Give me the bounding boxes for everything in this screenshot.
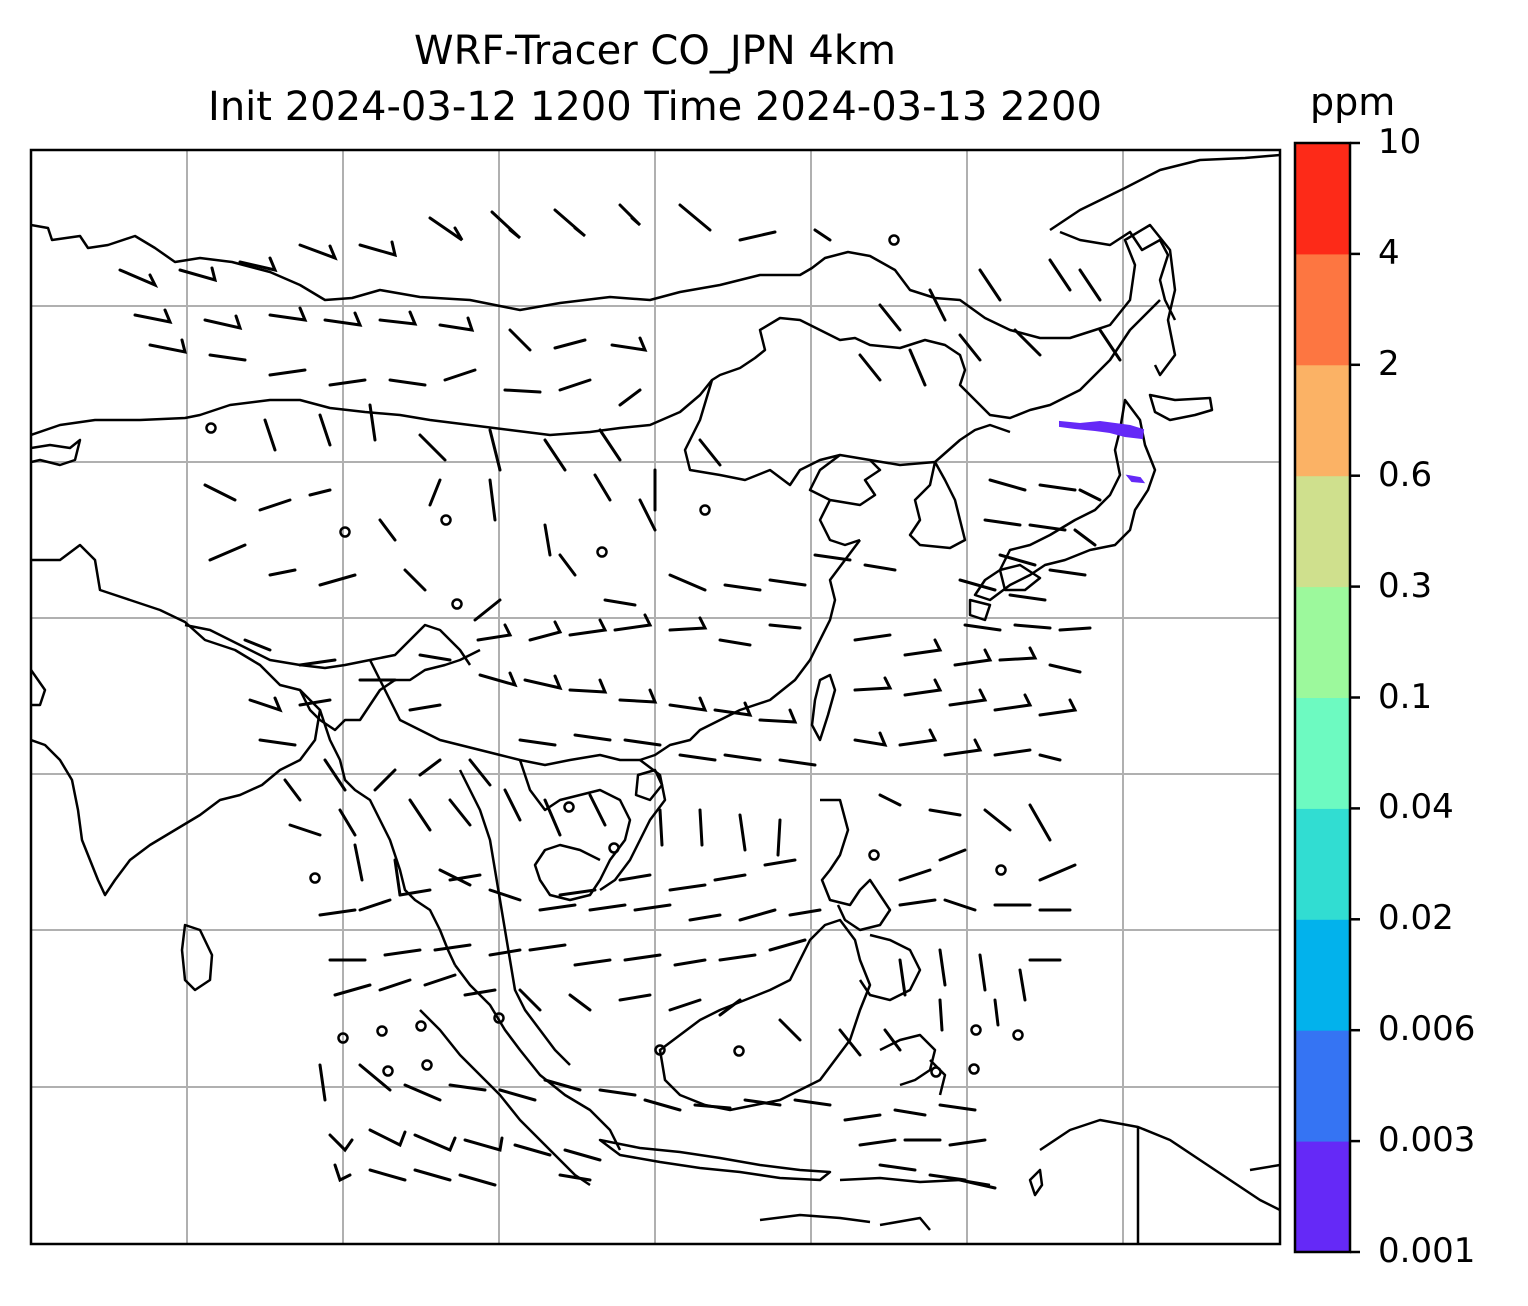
colorbar-unit-label: ppm xyxy=(1310,80,1396,124)
graticule xyxy=(31,150,1280,1244)
colorbar-tick-label: 0.02 xyxy=(1378,898,1454,939)
coastlines xyxy=(31,153,1280,1244)
map-frame xyxy=(29,148,1282,1246)
colorbar-segment xyxy=(1295,364,1350,477)
colorbar-segment xyxy=(1295,697,1350,809)
colorbar-tick-label: 0.006 xyxy=(1378,1009,1476,1050)
colorbar xyxy=(1293,141,1360,1254)
colorbar-segment xyxy=(1295,808,1350,920)
colorbar-tick-label: 2 xyxy=(1378,343,1400,384)
colorbar-tick-label: 0.6 xyxy=(1378,454,1433,495)
colorbar-tick-label: 0.003 xyxy=(1378,1120,1476,1161)
calm-wind-markers xyxy=(205,234,1024,1078)
colorbar-tick-label: 0.1 xyxy=(1378,676,1433,717)
map-title-line-1: WRF-Tracer CO_JPN 4km xyxy=(414,28,896,74)
colorbar-segment xyxy=(1295,919,1350,1031)
colorbar-tick-label: 0.001 xyxy=(1378,1231,1476,1271)
colorbar-segment xyxy=(1295,143,1350,255)
map-title-line-2: Init 2024-03-12 1200 Time 2024-03-13 220… xyxy=(208,84,1102,130)
colorbar-segment xyxy=(1295,1141,1350,1253)
colorbar-tick-label: 4 xyxy=(1378,232,1400,273)
colorbar-segment xyxy=(1295,586,1350,698)
colorbar-tick-label: 0.04 xyxy=(1378,787,1454,828)
colorbar-segment xyxy=(1295,475,1350,588)
colorbar-tick-label: 10 xyxy=(1378,122,1422,162)
colorbar-segment xyxy=(1295,253,1350,366)
colorbar-segment xyxy=(1295,1030,1350,1142)
colorbar-tick-label: 0.3 xyxy=(1378,565,1433,606)
co-tracer-plume[interactable] xyxy=(1059,420,1146,484)
wind-barbs xyxy=(118,203,1122,1190)
